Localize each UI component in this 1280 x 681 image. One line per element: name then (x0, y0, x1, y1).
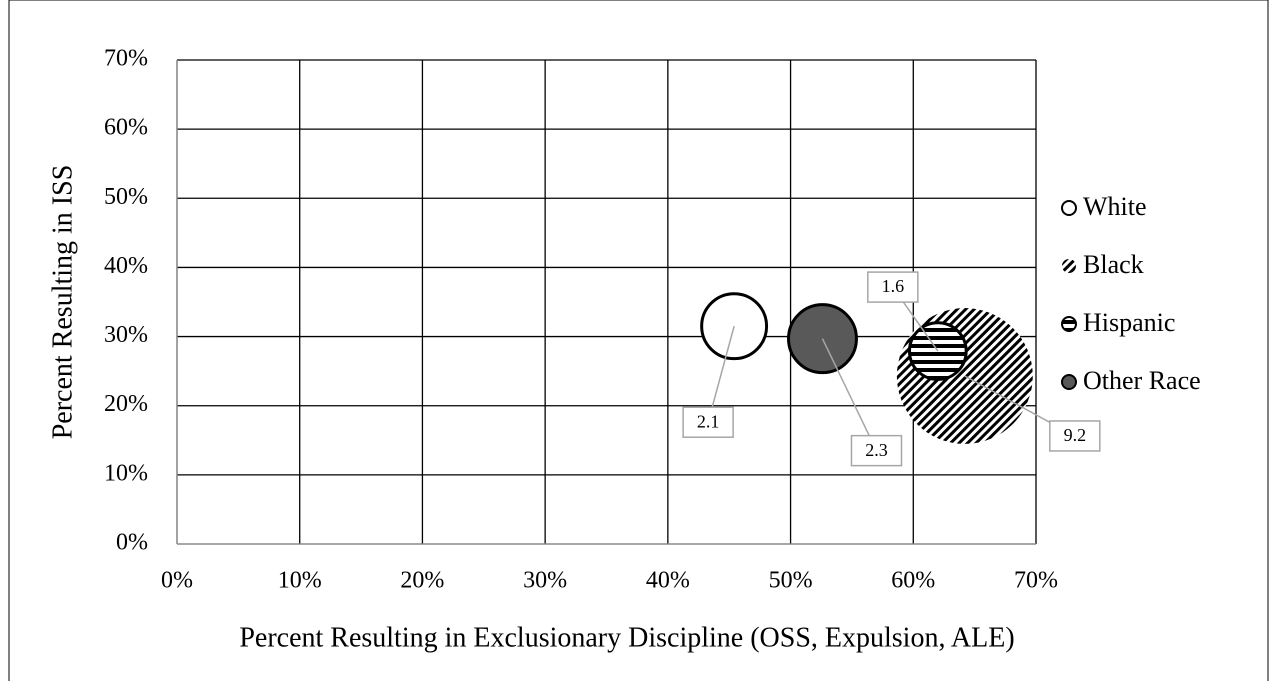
data-label-box (867, 271, 919, 303)
y-tick-label: 10% (104, 460, 148, 486)
x-tick-label: 40% (646, 568, 690, 594)
x-tick-label: 10% (278, 568, 322, 594)
x-tick-label: 0% (161, 568, 193, 594)
data-label: 1.6 (882, 276, 905, 296)
y-tick-label: 60% (104, 115, 148, 141)
leader-line (821, 338, 878, 451)
y-tick-label: 20% (104, 391, 148, 417)
data-label-box (850, 434, 903, 467)
x-tick-label: 50% (769, 568, 813, 594)
leader-line (707, 326, 735, 423)
legend-marker (1061, 200, 1077, 216)
legend-label: Other Race (1083, 366, 1201, 395)
data-label-box (1049, 420, 1101, 452)
x-tick-label: 30% (523, 568, 567, 594)
y-tick-label: 0% (116, 530, 148, 556)
y-tick-label: 40% (104, 253, 148, 279)
legend-marker (1061, 316, 1077, 332)
y-axis-title: Percent Resulting in ISS (47, 165, 78, 440)
legend-label: White (1083, 192, 1147, 221)
data-label: 2.1 (697, 411, 720, 431)
bubble (907, 321, 968, 381)
legend-label: Black (1083, 250, 1144, 279)
data-label-box (682, 406, 734, 438)
legend-marker (1061, 374, 1077, 390)
x-tick-label: 70% (1014, 568, 1058, 594)
y-tick-label: 50% (104, 184, 148, 210)
x-axis-title: Percent Resulting in Exclusionary Discip… (239, 622, 1014, 653)
legend-marker (1062, 259, 1076, 273)
x-tick-label: 60% (891, 568, 935, 594)
y-tick-label: 30% (104, 322, 148, 348)
legend-label: Hispanic (1083, 308, 1175, 337)
data-label: 2.3 (865, 440, 888, 460)
y-tick-label: 70% (104, 46, 148, 72)
data-label: 9.2 (1064, 425, 1087, 445)
x-tick-label: 20% (400, 568, 444, 594)
frame (8, 0, 1269, 681)
